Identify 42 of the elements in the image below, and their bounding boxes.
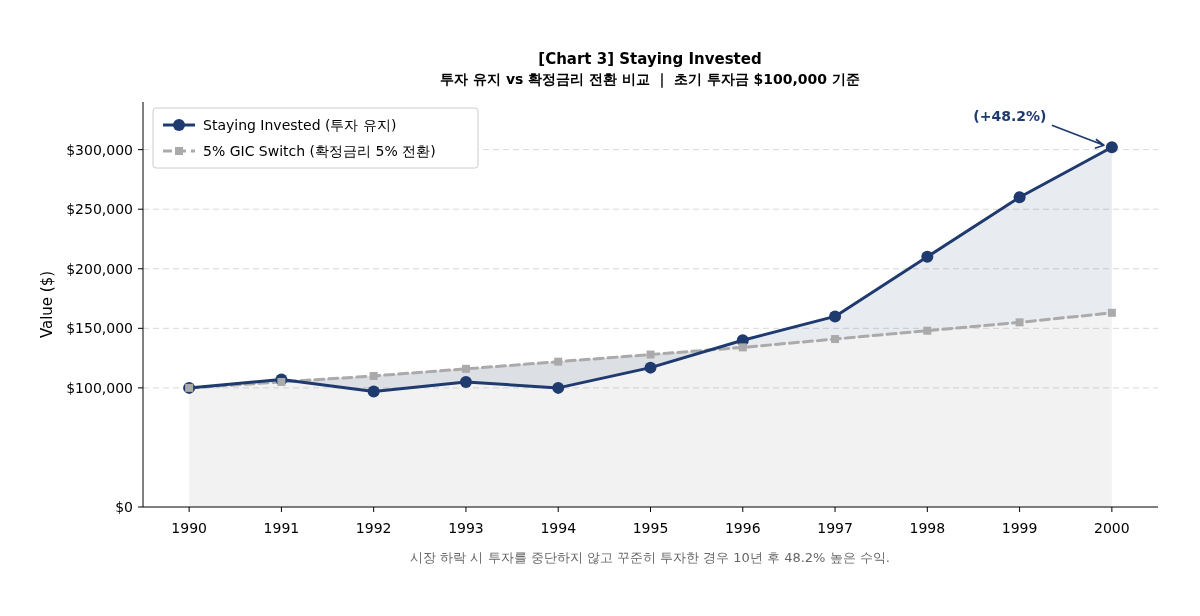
y-tick-label: $300,000 [66,141,133,158]
point [277,377,286,386]
x-tick-label: 1992 [355,520,392,536]
x-tick-label: 1996 [724,520,761,536]
point [461,364,470,373]
y-axis-title: Value ($) [38,270,56,339]
point [1015,318,1024,327]
point [646,350,655,359]
x-tick-label: 1990 [171,520,207,536]
legend-label: 5% GIC Switch (확정금리 5% 전환) [203,142,436,159]
y-tick-label: $100,000 [66,379,133,396]
point [644,361,657,374]
point [369,371,378,380]
x-tick-label: 1991 [263,520,300,536]
x-tick-label: 1997 [817,520,853,536]
x-tick-label: 1994 [540,520,577,536]
y-tick-label: $150,000 [66,320,133,337]
point [459,375,472,388]
chart-title: [Chart 3] Staying Invested [538,50,762,68]
point [921,250,934,263]
point [1013,191,1026,204]
x-tick-label: 1993 [448,520,484,536]
point [552,381,565,394]
point [829,310,842,323]
legend-label: Staying Invested (투자 유지) [203,116,397,133]
x-tick-label: 1995 [632,520,669,536]
y-tick-label: $250,000 [66,201,133,218]
x-tick-label: 1999 [1001,520,1038,536]
text: 시장 하락 시 투자를 중단하지 않고 꾸준히 투자한 경우 10년 후 48.2% 높은 수익. [410,550,890,565]
point [554,357,563,366]
annotation: (+48.2%) [973,108,1047,125]
point [831,335,840,344]
point [738,343,747,352]
point [1105,141,1118,154]
point [1107,308,1116,317]
point [923,326,932,335]
y-tick-label: $200,000 [66,260,133,277]
y-tick-label: $0 [115,498,133,515]
chart-subtitle: 투자 유지 vs 확정금리 전환 비교 ｜ 초기 투자금 $100,000 기준 [440,71,860,88]
x-tick-label: 2000 [1094,520,1130,536]
point [367,385,380,398]
x-tick-label: 1998 [909,520,946,536]
